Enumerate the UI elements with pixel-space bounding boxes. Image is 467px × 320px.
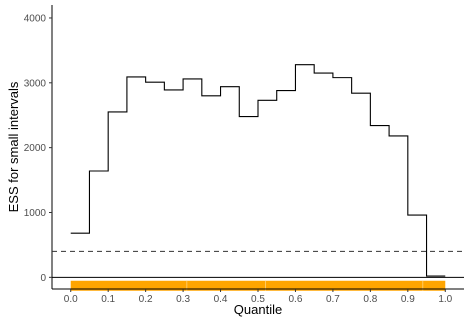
x-tick-label: 0.3 — [176, 294, 190, 305]
x-tick-label: 0.5 — [251, 294, 265, 305]
x-axis-title: Quantile — [234, 302, 282, 317]
y-tick-label: 4000 — [24, 13, 47, 24]
y-axis-ticks: 0 1000 2000 3000 4000 — [24, 13, 52, 284]
x-tick-label: 0.7 — [326, 294, 340, 305]
x-tick-label: 0.0 — [64, 294, 78, 305]
x-tick-label: 0.6 — [289, 294, 303, 305]
x-tick-label: 0.8 — [363, 294, 377, 305]
x-tick-label: 0.9 — [401, 294, 415, 305]
y-tick-label: 0 — [40, 273, 46, 284]
y-tick-label: 2000 — [24, 143, 47, 154]
y-axis-title: ESS for small intervals — [6, 81, 21, 212]
x-tick-label: 0.2 — [139, 294, 153, 305]
rug-band — [70, 280, 446, 291]
x-axis-ticks: 0.0 0.1 0.2 0.3 0.4 0.5 0.6 0.7 0.8 0.9 1.0 — [64, 289, 453, 305]
y-tick-label: 3000 — [24, 78, 47, 89]
x-tick-label: 0.1 — [101, 294, 115, 305]
ess-step-line — [70, 64, 446, 277]
y-tick-label: 1000 — [24, 208, 47, 219]
x-tick-label: 0.4 — [214, 294, 228, 305]
x-tick-label: 1.0 — [438, 294, 452, 305]
